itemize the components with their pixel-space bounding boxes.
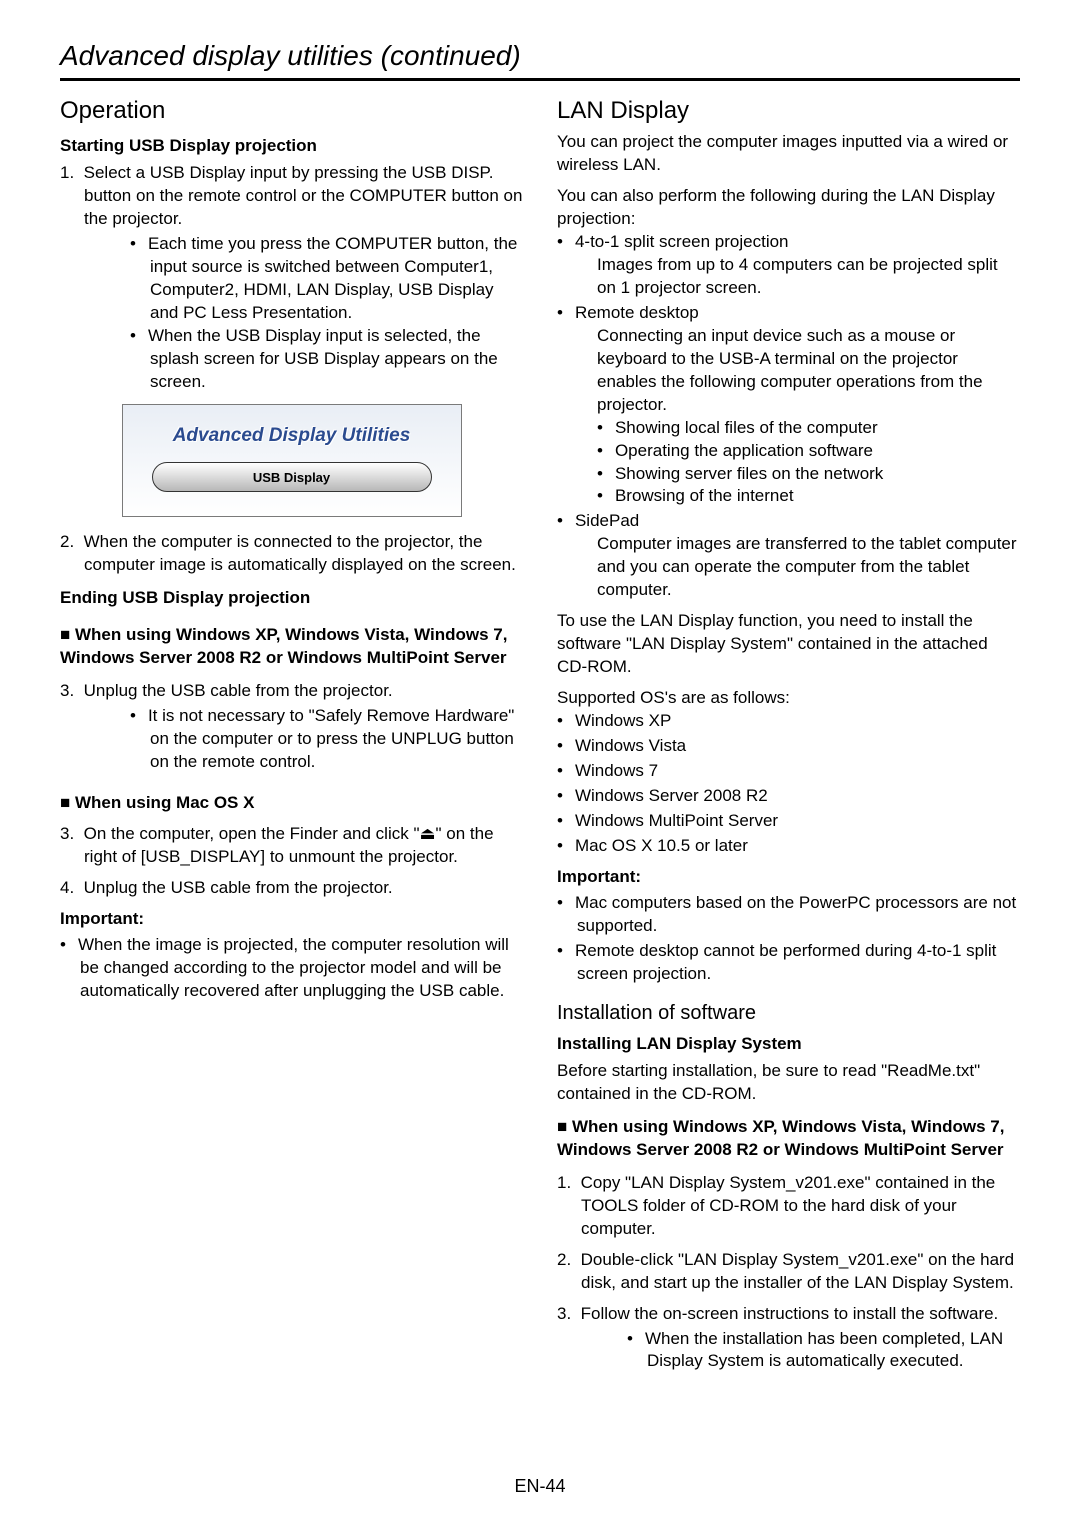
feat-sidepad: SidePad Computer images are transferred …: [557, 510, 1020, 602]
step-1-b2: When the USB Display input is selected, …: [130, 325, 523, 394]
os-1: Windows XP: [557, 710, 1020, 733]
mac-heading: When using Mac OS X: [60, 792, 254, 815]
important-right-2: Remote desktop cannot be performed durin…: [557, 940, 1020, 986]
heading-install: Installation of software: [557, 1000, 1020, 1027]
step-3-mac: 3. On the computer, open the Finder and …: [60, 823, 523, 869]
step-3-bullets: It is not necessary to "Safely Remove Ha…: [84, 705, 523, 774]
os-2: Windows Vista: [557, 735, 1020, 758]
step-3-b1: It is not necessary to "Safely Remove Ha…: [130, 705, 523, 774]
important-heading-right: Important:: [557, 866, 1020, 889]
install-step-1: 1. Copy "LAN Display System_v201.exe" co…: [557, 1172, 1020, 1241]
install-win-heading: When using Windows XP, Windows Vista, Wi…: [557, 1116, 1020, 1162]
subhead-install: Installing LAN Display System: [557, 1033, 1020, 1056]
feat-split: 4-to-1 split screen projection Images fr…: [557, 231, 1020, 300]
steps-start-2: 2. When the computer is connected to the…: [60, 531, 523, 577]
lan-p2: You can also perform the following durin…: [557, 185, 1020, 231]
os-5: Windows MultiPoint Server: [557, 810, 1020, 833]
page-number: EN-44: [0, 1476, 1080, 1497]
step-1-b1: Each time you press the COMPUTER button,…: [130, 233, 523, 325]
install-steps: 1. Copy "LAN Display System_v201.exe" co…: [557, 1172, 1020, 1374]
os-4: Windows Server 2008 R2: [557, 785, 1020, 808]
step-2: 2. When the computer is connected to the…: [60, 531, 523, 577]
important-right-1: Mac computers based on the PowerPC proce…: [557, 892, 1020, 938]
remote-s3: Showing server files on the network: [597, 463, 1020, 486]
remote-s4: Browsing of the internet: [597, 485, 1020, 508]
install-s3-b1: When the installation has been completed…: [627, 1328, 1020, 1374]
important-heading-left: Important:: [60, 908, 523, 931]
remote-s1: Showing local files of the computer: [597, 417, 1020, 440]
title-rule: [60, 78, 1020, 81]
heading-lan-display: LAN Display: [557, 95, 1020, 127]
remote-s2: Operating the application software: [597, 440, 1020, 463]
important-list-left: When the image is projected, the compute…: [60, 934, 523, 1003]
remote-sub: Showing local files of the computer Oper…: [577, 417, 1020, 509]
os-list: Windows XP Windows Vista Windows 7 Windo…: [557, 710, 1020, 858]
os-3: Windows 7: [557, 760, 1020, 783]
steps-end-win: 3. Unplug the USB cable from the project…: [60, 680, 523, 774]
install-step-3-bullets: When the installation has been completed…: [581, 1328, 1020, 1374]
figure-usb-button: USB Display: [152, 462, 432, 492]
step-1-bullets: Each time you press the COMPUTER button,…: [84, 233, 523, 394]
step-1: 1. Select a USB Display input by pressin…: [60, 162, 523, 393]
usb-display-figure: Advanced Display Utilities USB Display: [122, 404, 462, 518]
os-6: Mac OS X 10.5 or later: [557, 835, 1020, 858]
install-step-3: 3. Follow the on-screen instructions to …: [557, 1303, 1020, 1374]
windows-heading: When using Windows XP, Windows Vista, Wi…: [60, 624, 523, 670]
page-title: Advanced display utilities (continued): [60, 40, 1020, 76]
steps-end-mac: 3. On the computer, open the Finder and …: [60, 823, 523, 900]
install-step-2: 2. Double-click "LAN Display System_v201…: [557, 1249, 1020, 1295]
step-4: 4. Unplug the USB cable from the project…: [60, 877, 523, 900]
heading-operation: Operation: [60, 95, 523, 127]
subhead-end-usb: Ending USB Display projection: [60, 587, 523, 610]
left-column: Operation Starting USB Display projectio…: [60, 95, 523, 1381]
steps-start: 1. Select a USB Display input by pressin…: [60, 162, 523, 393]
figure-title: Advanced Display Utilities: [123, 423, 461, 449]
lan-p4: Supported OS's are as follows:: [557, 687, 1020, 710]
install-p5: Before starting installation, be sure to…: [557, 1060, 1020, 1106]
right-column: LAN Display You can project the computer…: [557, 95, 1020, 1381]
lan-p1: You can project the computer images inpu…: [557, 131, 1020, 177]
content-columns: Operation Starting USB Display projectio…: [60, 95, 1020, 1381]
lan-p3: To use the LAN Display function, you nee…: [557, 610, 1020, 679]
important-left-1: When the image is projected, the compute…: [60, 934, 523, 1003]
subhead-start-usb: Starting USB Display projection: [60, 135, 523, 158]
lan-features: 4-to-1 split screen projection Images fr…: [557, 231, 1020, 602]
feat-remote: Remote desktop Connecting an input devic…: [557, 302, 1020, 508]
step-3-win: 3. Unplug the USB cable from the project…: [60, 680, 523, 774]
important-list-right: Mac computers based on the PowerPC proce…: [557, 892, 1020, 986]
